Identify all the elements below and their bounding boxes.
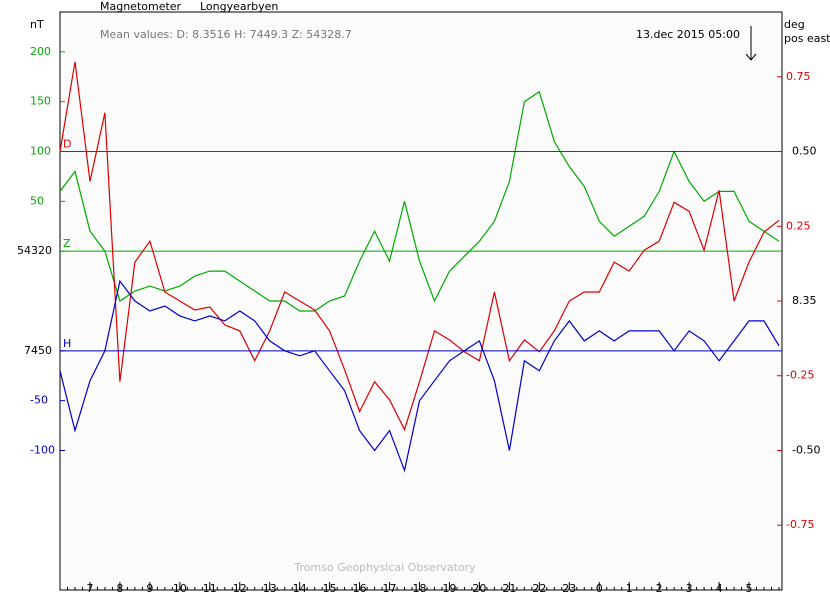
tick-label: -0.50	[792, 443, 820, 456]
tick-label: -0.75	[786, 518, 814, 531]
tick-label: -100	[30, 443, 55, 456]
tick-label: 0.50	[792, 145, 817, 158]
y2-axis-sublabel: pos east	[784, 32, 830, 45]
series-line	[59, 90, 780, 312]
tick-label: 100	[30, 145, 51, 158]
tick-label: -50	[30, 394, 48, 407]
mean-values: Mean values: D: 8.3516 H: 7449.3 Z: 5432…	[100, 28, 352, 41]
y-axis-label: nT	[30, 18, 44, 31]
chart-title: Magnetometer	[100, 0, 182, 13]
series-line	[59, 61, 780, 432]
timestamp: 13.dec 2015 05:00	[636, 28, 740, 41]
y2-axis-label: deg	[784, 18, 805, 31]
tick-label: 50	[30, 194, 44, 207]
tick-label: -0.25	[786, 369, 814, 382]
series-name: D	[63, 138, 71, 151]
tick-label: 8.35	[792, 294, 817, 307]
tick-label: 150	[30, 95, 51, 108]
footer: Tromso Geophysical Observatory	[293, 561, 476, 574]
station: Longyearbyen	[200, 0, 278, 13]
tick-label: 7450	[24, 344, 52, 357]
tick-label: 200	[30, 45, 51, 58]
time-arrow-head	[745, 53, 757, 61]
tick-label: 54320	[17, 244, 52, 257]
plot-area	[59, 11, 783, 591]
series-name: Z	[63, 237, 71, 250]
series-line	[59, 279, 780, 473]
tick-label: 0.25	[786, 219, 811, 232]
series-name: H	[63, 337, 71, 350]
tick-label: 0.75	[786, 70, 811, 83]
